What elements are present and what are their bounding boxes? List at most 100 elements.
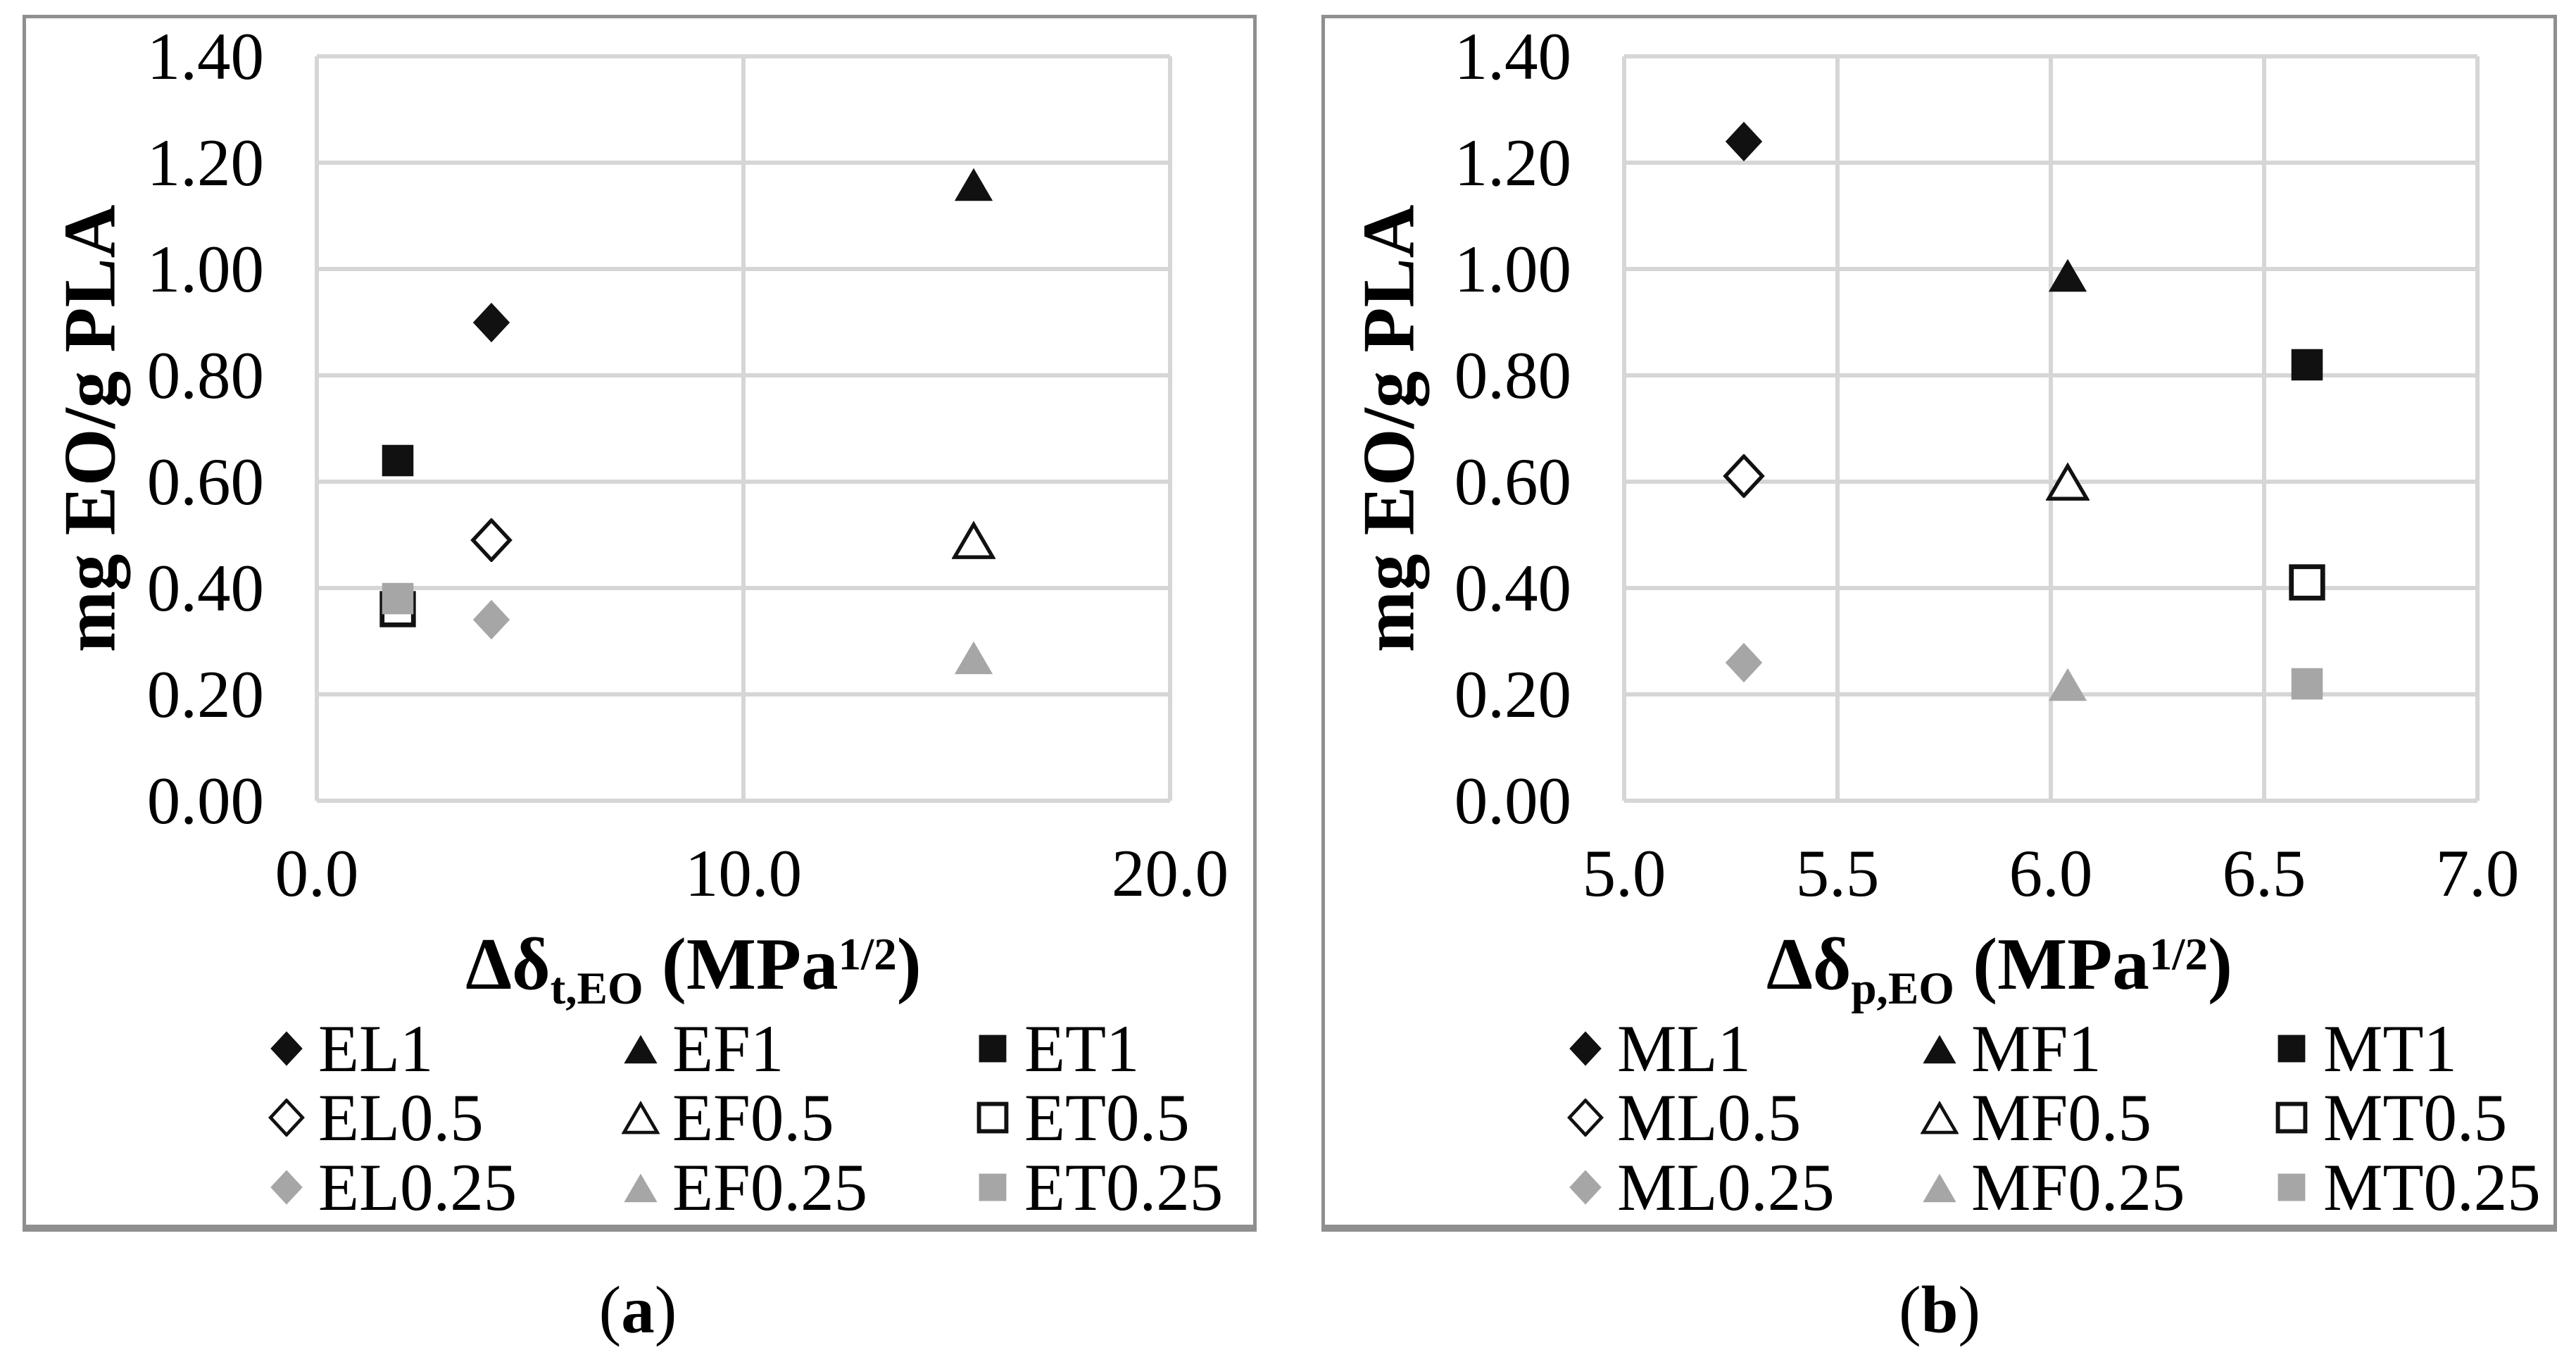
y-tick-label: 0.80 bbox=[146, 338, 264, 413]
x-tick-label: 20.0 bbox=[1111, 836, 1229, 911]
legend-diamond-gray-icon bbox=[1569, 1170, 1602, 1205]
legend-square-gray-icon bbox=[979, 1173, 1007, 1201]
legend-square-black-icon bbox=[2277, 1035, 2306, 1063]
x-axis-title-a: Δδt,EO (MPa1/2) bbox=[267, 921, 1120, 1015]
x-axis-title-base: Δδ bbox=[1766, 923, 1852, 1005]
caption-paren: ( bbox=[1898, 1273, 1921, 1347]
legend-item-MT0.5: MT0.5 bbox=[2273, 1075, 2507, 1160]
diamond-black-icon bbox=[1725, 121, 1762, 161]
marker-MT0.25 bbox=[2285, 662, 2329, 709]
legend-label: EF0.5 bbox=[672, 1080, 834, 1155]
legend-diamond-open-icon bbox=[268, 1099, 305, 1137]
gridline-vertical bbox=[741, 56, 746, 801]
x-axis-title-subscript: p,EO bbox=[1851, 963, 1954, 1014]
marker-EL0.25 bbox=[470, 598, 513, 645]
legend-triangle-open-icon bbox=[622, 1100, 660, 1135]
caption-paren: ) bbox=[654, 1273, 677, 1347]
legend-item-EL1: EL1 bbox=[268, 1006, 434, 1091]
x-axis-title-base: Δδ bbox=[465, 923, 551, 1005]
x-tick-label: 6.5 bbox=[2222, 836, 2306, 911]
y-tick-label: 0.80 bbox=[1454, 338, 1571, 413]
legend-item-MF0.5: MF0.5 bbox=[1921, 1075, 2151, 1160]
x-axis-title-unit: (MPa bbox=[643, 923, 838, 1005]
legend-label: EF1 bbox=[672, 1011, 784, 1086]
x-axis-title-close: ) bbox=[896, 923, 922, 1005]
legend-label: EL1 bbox=[318, 1011, 434, 1086]
diamond-open-icon bbox=[1722, 454, 1765, 499]
gridline-vertical bbox=[2262, 56, 2266, 801]
marker-EF0.25 bbox=[952, 635, 995, 682]
caption-paren: ) bbox=[1958, 1273, 1981, 1347]
square-gray-icon bbox=[2291, 668, 2323, 700]
legend-item-ET0.25: ET0.25 bbox=[974, 1145, 1223, 1230]
x-axis-tick-labels-a: 0.0 10.0 20.0 bbox=[275, 831, 1229, 923]
triangle-black-icon bbox=[955, 168, 993, 201]
marker-ET1 bbox=[376, 439, 420, 486]
legend-item-MF0.25: MF0.25 bbox=[1921, 1145, 2185, 1230]
triangle-open-icon bbox=[951, 520, 996, 559]
square-gray-icon bbox=[382, 582, 414, 615]
plot-area-a bbox=[315, 54, 1172, 803]
diamond-gray-icon bbox=[1725, 642, 1762, 682]
y-tick-label: 1.40 bbox=[1454, 19, 1571, 94]
marker-MT0.5 bbox=[2285, 561, 2329, 608]
marker-EF0.5 bbox=[951, 518, 996, 565]
legend-triangle-black-icon bbox=[624, 1035, 658, 1064]
y-tick-label: 1.00 bbox=[1454, 232, 1571, 306]
legend-label: ET1 bbox=[1024, 1011, 1140, 1086]
legend-item-MT0.25: MT0.25 bbox=[2273, 1145, 2541, 1230]
gridline-vertical bbox=[1835, 56, 1840, 801]
marker-EF1 bbox=[952, 162, 995, 209]
legend-label: EF0.25 bbox=[672, 1150, 868, 1225]
x-tick-label: 6.0 bbox=[2009, 836, 2093, 911]
x-tick-label: 5.0 bbox=[1582, 836, 1666, 911]
legend-item-ML1: ML1 bbox=[1566, 1006, 1751, 1091]
triangle-open-icon bbox=[2045, 462, 2090, 501]
legend-label: MT0.5 bbox=[2323, 1080, 2508, 1155]
legend-item-ET1: ET1 bbox=[974, 1006, 1140, 1091]
y-tick-label: 1.20 bbox=[146, 125, 264, 200]
legend-label: ET0.25 bbox=[1024, 1150, 1224, 1225]
y-tick-label: 0.40 bbox=[146, 551, 264, 625]
x-axis-title-close: ) bbox=[2208, 923, 2232, 1005]
panel-b: mg EO/g PLA 1.40 1.20 1.00 0.80 0.60 0.40 0.20… bbox=[1321, 15, 2557, 1232]
square-black-icon bbox=[2291, 349, 2323, 381]
y-tick-label: 0.20 bbox=[1454, 657, 1571, 732]
x-axis-title-b: Δδp,EO (MPa1/2) bbox=[1573, 921, 2426, 1015]
legend-square-open-icon bbox=[2275, 1101, 2308, 1134]
gridline-vertical bbox=[2049, 56, 2053, 801]
legend-item-EF0.5: EF0.5 bbox=[622, 1075, 834, 1160]
y-tick-label: 0.60 bbox=[146, 444, 264, 519]
legend-triangle-gray-icon bbox=[1923, 1173, 1956, 1203]
legend-diamond-black-icon bbox=[270, 1031, 303, 1066]
marker-EL1 bbox=[470, 301, 513, 348]
legend-square-open-icon bbox=[976, 1101, 1009, 1134]
x-tick-label: 7.0 bbox=[2435, 836, 2520, 911]
y-tick-label: 0.00 bbox=[146, 763, 264, 838]
legend-item-ML0.5: ML0.5 bbox=[1566, 1075, 1801, 1160]
legend-label: MF0.25 bbox=[1971, 1150, 2185, 1225]
legend-item-MT1: MT1 bbox=[2273, 1006, 2457, 1091]
legend-label: ML0.5 bbox=[1617, 1080, 1802, 1155]
diamond-open-icon bbox=[470, 518, 513, 563]
square-open-icon bbox=[2288, 564, 2325, 601]
plot-area-b bbox=[1622, 54, 2480, 803]
legend-diamond-gray-icon bbox=[270, 1170, 303, 1205]
legend-item-EL0.25: EL0.25 bbox=[268, 1145, 517, 1230]
legend-square-gray-icon bbox=[2277, 1173, 2306, 1201]
legend-label: EL0.25 bbox=[318, 1150, 517, 1225]
gridline-horizontal bbox=[1624, 799, 2477, 803]
marker-MF0.5 bbox=[2045, 460, 2090, 507]
caption-b: (b) bbox=[1764, 1268, 2116, 1350]
caption-a: (a) bbox=[462, 1268, 814, 1350]
legend-label: ET0.5 bbox=[1024, 1080, 1190, 1155]
gridline-vertical bbox=[2475, 56, 2480, 801]
legend-item-EL0.5: EL0.5 bbox=[268, 1075, 484, 1160]
marker-MT1 bbox=[2285, 343, 2329, 390]
legend-label: ML1 bbox=[1617, 1011, 1751, 1086]
x-axis-tick-labels-b: 5.0 5.5 6.0 6.5 7.0 bbox=[1583, 831, 2520, 923]
triangle-gray-icon bbox=[955, 641, 993, 675]
x-axis-title-subscript: t,EO bbox=[550, 963, 643, 1014]
caption-letter: a bbox=[621, 1273, 655, 1347]
